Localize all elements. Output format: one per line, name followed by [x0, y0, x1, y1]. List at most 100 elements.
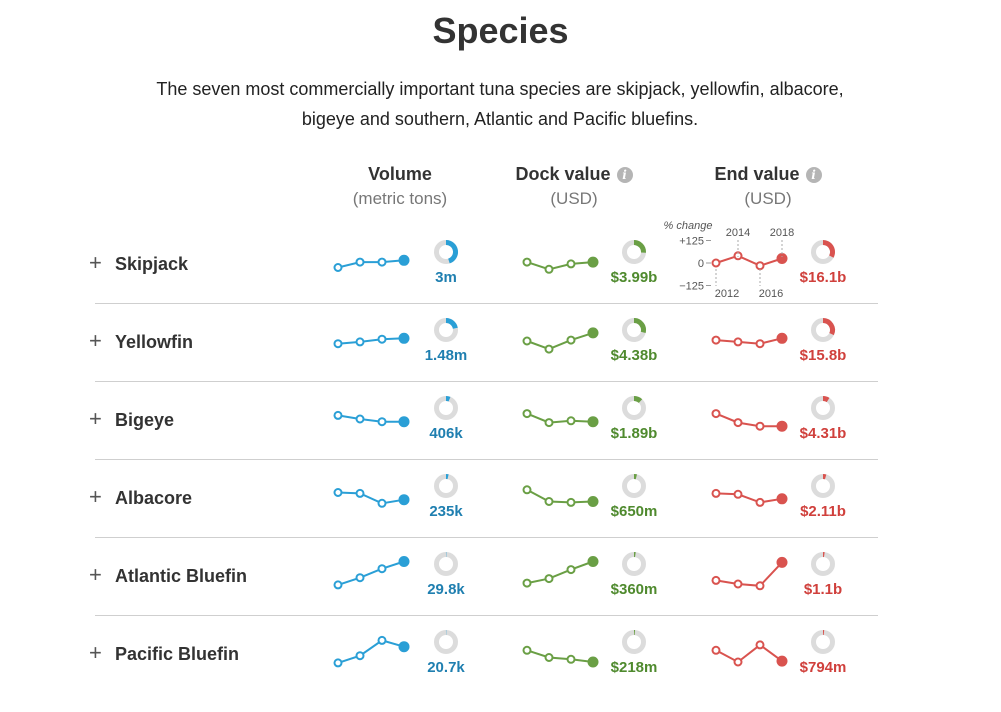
dock-value-label: $218m: [611, 659, 658, 676]
end-trend-line: [715, 412, 782, 428]
dock-share-arc: [633, 240, 646, 253]
plus-icon[interactable]: +: [89, 484, 102, 509]
row-divider: [95, 615, 878, 616]
volume-value-label: 235k: [429, 503, 463, 520]
end-trend-point: [755, 640, 765, 650]
end-trend-point: [733, 251, 743, 261]
dock-share-arc: [633, 318, 646, 333]
page-subtitle: The seven most commercially important tu…: [100, 74, 900, 134]
page-title: Species: [432, 10, 569, 51]
end-value-label: $16.1b: [800, 269, 847, 286]
dock-trend-point: [522, 409, 532, 419]
volume-trend-line: [337, 337, 405, 345]
volume-trend-point: [398, 332, 410, 344]
volume-value-label: 3m: [435, 269, 457, 286]
end-trend-point: [776, 655, 788, 667]
volume-column-header: Volume (metric tons): [320, 164, 480, 209]
volume-trend-point: [355, 488, 365, 498]
end-share-ring: [811, 474, 835, 498]
end-trend-line: [715, 561, 783, 587]
end-trend-point: [733, 489, 743, 499]
dock-trend-point: [544, 497, 554, 506]
dock-share-ring: [622, 396, 646, 420]
dock-trend-point: [566, 335, 576, 345]
volume-trend-line: [337, 491, 405, 505]
species-name: Albacore: [115, 488, 193, 508]
row-divider: [95, 459, 878, 460]
plus-icon[interactable]: +: [89, 640, 102, 665]
volume-trend-point: [377, 334, 387, 344]
dock-trend-point: [587, 556, 599, 567]
species-name: Bigeye: [115, 410, 175, 430]
volume-trend-point: [333, 410, 343, 420]
table-row[interactable]: + Skipjack 3m $3.99b $16.1b: [80, 226, 878, 304]
dock-trend-point: [587, 416, 599, 428]
dock-trend-point: [566, 565, 576, 575]
volume-header-title: Volume: [368, 164, 432, 184]
end-trend-point: [755, 581, 765, 591]
row-charts: 20.7k $218m $794m: [333, 629, 846, 676]
plus-icon[interactable]: +: [89, 328, 102, 353]
volume-trend-point: [333, 339, 343, 349]
dock-trend-point: [566, 416, 576, 426]
volume-trend-point: [355, 337, 365, 347]
end-trend-point: [711, 258, 721, 268]
dock-share-ring: [622, 630, 646, 654]
end-trend-point: [733, 418, 743, 428]
end-value-label: $4.31b: [800, 425, 847, 442]
dock-trend-point: [522, 336, 532, 346]
dock-trend-point: [522, 578, 532, 588]
end-share-ring: [811, 396, 835, 420]
dock-trend-point: [544, 264, 554, 274]
table-row[interactable]: + Bigeye 406k $1.89b $4.31b: [80, 382, 878, 460]
end-trend-point: [755, 421, 765, 431]
volume-trend-point: [355, 651, 365, 661]
dock-trend-point: [522, 485, 532, 495]
volume-share-arc: [445, 396, 451, 402]
end-trend-point: [733, 657, 743, 667]
volume-trend-point: [398, 641, 410, 653]
dock-trend-line: [526, 488, 594, 504]
table-row[interactable]: + Yellowfin 1.48m $4.38b $15.8b: [80, 304, 878, 382]
end-trend-point: [755, 261, 765, 271]
dock-value-label: $4.38b: [611, 347, 658, 364]
end-value-label: $1.1b: [804, 581, 842, 598]
volume-trend-point: [398, 416, 410, 428]
end-trend-point: [755, 339, 765, 349]
row-divider: [95, 303, 878, 304]
volume-trend-point: [377, 498, 387, 508]
info-icon[interactable]: i: [805, 166, 822, 183]
dock-trend-point: [566, 259, 576, 269]
plus-icon[interactable]: +: [89, 406, 102, 431]
dock-trend-point: [587, 256, 599, 268]
end-trend-line: [715, 337, 783, 345]
info-icon[interactable]: i: [616, 166, 633, 183]
dock-trend-line: [526, 331, 594, 351]
dock-trend-line: [526, 649, 594, 663]
volume-trend-point: [333, 263, 343, 272]
row-divider: [95, 381, 878, 382]
volume-trend-line: [337, 414, 404, 423]
end-trend-point: [711, 645, 721, 655]
end-trend-point: [711, 488, 721, 498]
dock-trend-line: [526, 261, 594, 271]
row-charts: 29.8k $360m $1.1b: [333, 551, 842, 598]
dock-trend-point: [522, 257, 532, 267]
end-trend-line: [715, 643, 783, 664]
dock-share-ring: [622, 552, 646, 576]
volume-trend-point: [377, 257, 387, 267]
dock-trend-point: [544, 344, 554, 354]
plus-icon[interactable]: +: [89, 250, 102, 275]
volume-trend-point: [377, 564, 387, 574]
volume-trend-point: [355, 573, 365, 583]
end-trend-point: [776, 420, 788, 432]
species-name: Yellowfin: [115, 332, 194, 352]
table-row[interactable]: + Pacific Bluefin 20.7k $218m $794m: [80, 616, 878, 694]
dock-trend-point: [587, 496, 599, 507]
volume-share-arc: [445, 318, 458, 329]
row-charts: 1.48m $4.38b $15.8b: [333, 318, 846, 364]
table-row[interactable]: + Albacore 235k $650m $2.11b: [80, 460, 878, 538]
volume-share-arc: [445, 239, 459, 264]
plus-icon[interactable]: +: [89, 562, 102, 587]
table-row[interactable]: + Atlantic Bluefin 29.8k $360m $1.1b: [80, 538, 878, 616]
